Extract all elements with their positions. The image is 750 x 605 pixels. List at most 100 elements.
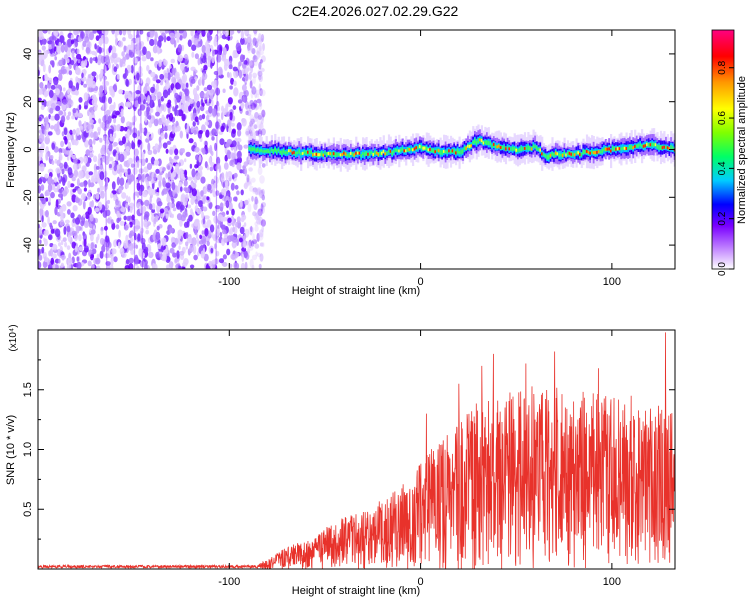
noise-speckle (149, 39, 154, 46)
noise-speckle (231, 183, 235, 191)
noise-speckle (154, 119, 159, 127)
noise-speckle (94, 106, 98, 111)
noise-speckle (126, 182, 129, 188)
noise-speckle (87, 110, 90, 117)
noise-speckle (240, 200, 243, 208)
noise-speckle (169, 157, 172, 162)
noise-speckle (148, 115, 151, 120)
noise-speckle (95, 56, 98, 63)
noise-speckle (185, 241, 188, 246)
noise-speckle (199, 77, 202, 86)
noise-speckle (72, 177, 76, 182)
noise-speckle (179, 92, 182, 96)
noise-speckle (39, 82, 43, 89)
noise-speckle (167, 125, 172, 131)
noise-speckle (53, 30, 56, 36)
noise-speckle (89, 201, 92, 207)
noise-speckle (250, 226, 253, 232)
noise-speckle (95, 244, 97, 248)
noise-speckle (207, 241, 210, 246)
noise-speckle (240, 103, 244, 108)
noise-speckle (228, 97, 233, 104)
noise-speckle (48, 65, 51, 74)
noise-speckle (111, 27, 115, 34)
noise-speckle (113, 256, 117, 262)
noise-speckle (98, 158, 101, 166)
noise-speckle (118, 41, 123, 48)
noise-speckle (242, 118, 247, 126)
noise-speckle (231, 209, 235, 216)
noise-speckle (226, 143, 231, 147)
noise-speckle (202, 230, 205, 235)
noise-speckle (194, 229, 197, 235)
noise-speckle (62, 177, 66, 186)
noise-speckle (126, 129, 130, 138)
noise-speckle (144, 200, 150, 207)
noise-speckle (163, 252, 167, 258)
noise-speckle (219, 138, 224, 145)
noise-speckle (241, 30, 244, 39)
noise-speckle (72, 189, 76, 193)
noise-speckle (96, 74, 98, 79)
noise-speckle (98, 153, 101, 159)
noise-speckle (147, 163, 152, 170)
noise-speckle (78, 59, 81, 63)
noise-speckle (130, 208, 133, 213)
noise-speckle (206, 46, 211, 55)
noise-speckle (94, 170, 98, 178)
noise-speckle (211, 136, 214, 141)
noise-speckle (69, 80, 73, 88)
noise-speckle (138, 174, 142, 181)
noise-speckle (229, 160, 233, 166)
y-tick-label: 40 (22, 48, 34, 60)
noise-speckle (232, 140, 237, 147)
noise-speckle (122, 136, 126, 144)
noise-speckle (160, 209, 164, 214)
noise-speckle (205, 121, 209, 125)
noise-speckle (58, 73, 62, 81)
noise-speckle (64, 44, 68, 53)
noise-speckle (208, 261, 212, 267)
noise-speckle (162, 188, 167, 194)
noise-speckle (161, 245, 164, 252)
noise-speckle (55, 106, 60, 112)
noise-speckle (250, 259, 254, 268)
noise-speckle (120, 59, 123, 68)
noise-speckle (147, 176, 152, 181)
noise-speckle (127, 45, 131, 49)
snr-marks (38, 332, 675, 569)
noise-speckle (210, 167, 214, 172)
noise-speckle (72, 129, 76, 135)
noise-speckle (174, 155, 179, 159)
noise-speckle (121, 116, 125, 123)
noise-speckle (212, 50, 215, 57)
noise-speckle (110, 134, 112, 138)
noise-speckle (54, 56, 57, 60)
noise-speckle (62, 69, 66, 74)
noise-speckle (188, 39, 192, 47)
snr-scale-note: (x10⁴) (8, 324, 19, 351)
noise-speckle (257, 234, 260, 242)
noise-speckle (199, 240, 203, 244)
noise-speckle (175, 33, 180, 39)
noise-speckle (96, 166, 100, 170)
noise-speckle (120, 177, 125, 186)
noise-speckle (185, 232, 188, 239)
noise-speckle (63, 226, 66, 235)
noise-speckle (259, 175, 265, 184)
noise-speckle (67, 245, 71, 250)
noise-speckle (234, 173, 238, 178)
noise-speckle (202, 75, 205, 79)
noise-speckle (254, 88, 257, 94)
noise-speckle (95, 208, 100, 212)
noise-speckle (115, 30, 118, 38)
noise-speckle (176, 126, 181, 132)
noise-speckle (67, 201, 72, 206)
noise-speckle (128, 178, 132, 183)
noise-speckle (65, 220, 70, 224)
noise-speckle (110, 193, 113, 199)
noise-speckle (113, 240, 117, 248)
noise-speckle (155, 32, 158, 39)
noise-speckle (235, 251, 238, 258)
